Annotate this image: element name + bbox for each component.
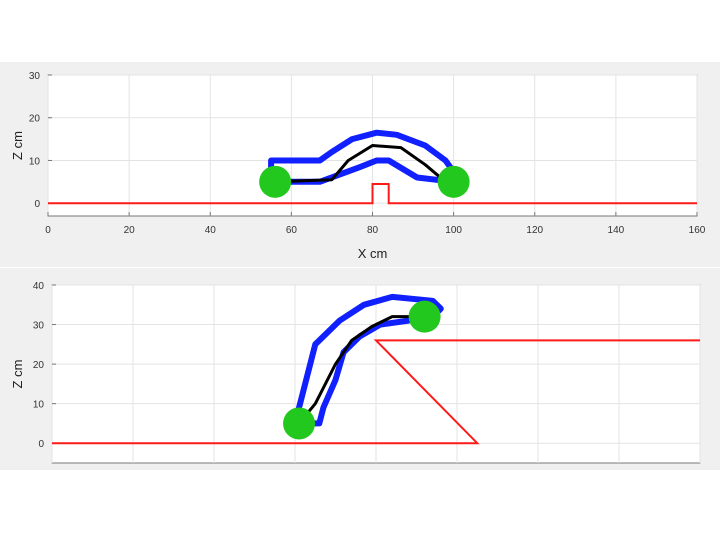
x-tick-label: 80: [367, 225, 379, 236]
robot-spine: [273, 144, 447, 184]
x-tick-label: 160: [689, 225, 706, 236]
series-layer: [52, 293, 700, 445]
robot-spine: [297, 315, 427, 425]
chart-1: 0 20 40 60 80 100 120 140 160 0 10 20 30 X cm Z cm: [10, 71, 706, 261]
terrain-line: [48, 183, 697, 205]
y-tick-label: 10: [33, 400, 45, 411]
y-tick-label: 10: [29, 156, 41, 167]
y-tick-label: 20: [33, 360, 45, 371]
robot-outline: [268, 129, 461, 185]
series-layer: [48, 129, 697, 205]
y-axis-label: Z cm: [10, 360, 25, 389]
x-tick-label: 140: [608, 225, 625, 236]
terrain-line: [52, 339, 700, 445]
x-tick-label: 0: [45, 225, 51, 236]
x-tick-label: 60: [286, 225, 298, 236]
x-tick-label: 40: [205, 225, 217, 236]
y-tick-label: 20: [29, 114, 41, 125]
wheel-marker: [437, 165, 470, 198]
wheel-marker: [408, 300, 441, 333]
y-tick-label: 30: [33, 321, 45, 332]
wheel-marker: [259, 165, 292, 198]
wheel-marker: [283, 407, 316, 440]
y-axis-label: Z cm: [10, 131, 25, 160]
x-tick-label: 100: [445, 225, 462, 236]
x-tick-label: 20: [124, 225, 136, 236]
y-tick-label: 40: [33, 281, 45, 292]
y-tick-label: 0: [34, 199, 40, 210]
chart-2: 0 10 20 30 40 Z cm: [10, 281, 701, 464]
y-tick-label: 30: [29, 71, 41, 82]
x-axis-label: X cm: [358, 246, 388, 261]
x-tick-label: 120: [526, 225, 543, 236]
y-tick-label: 0: [38, 439, 44, 450]
